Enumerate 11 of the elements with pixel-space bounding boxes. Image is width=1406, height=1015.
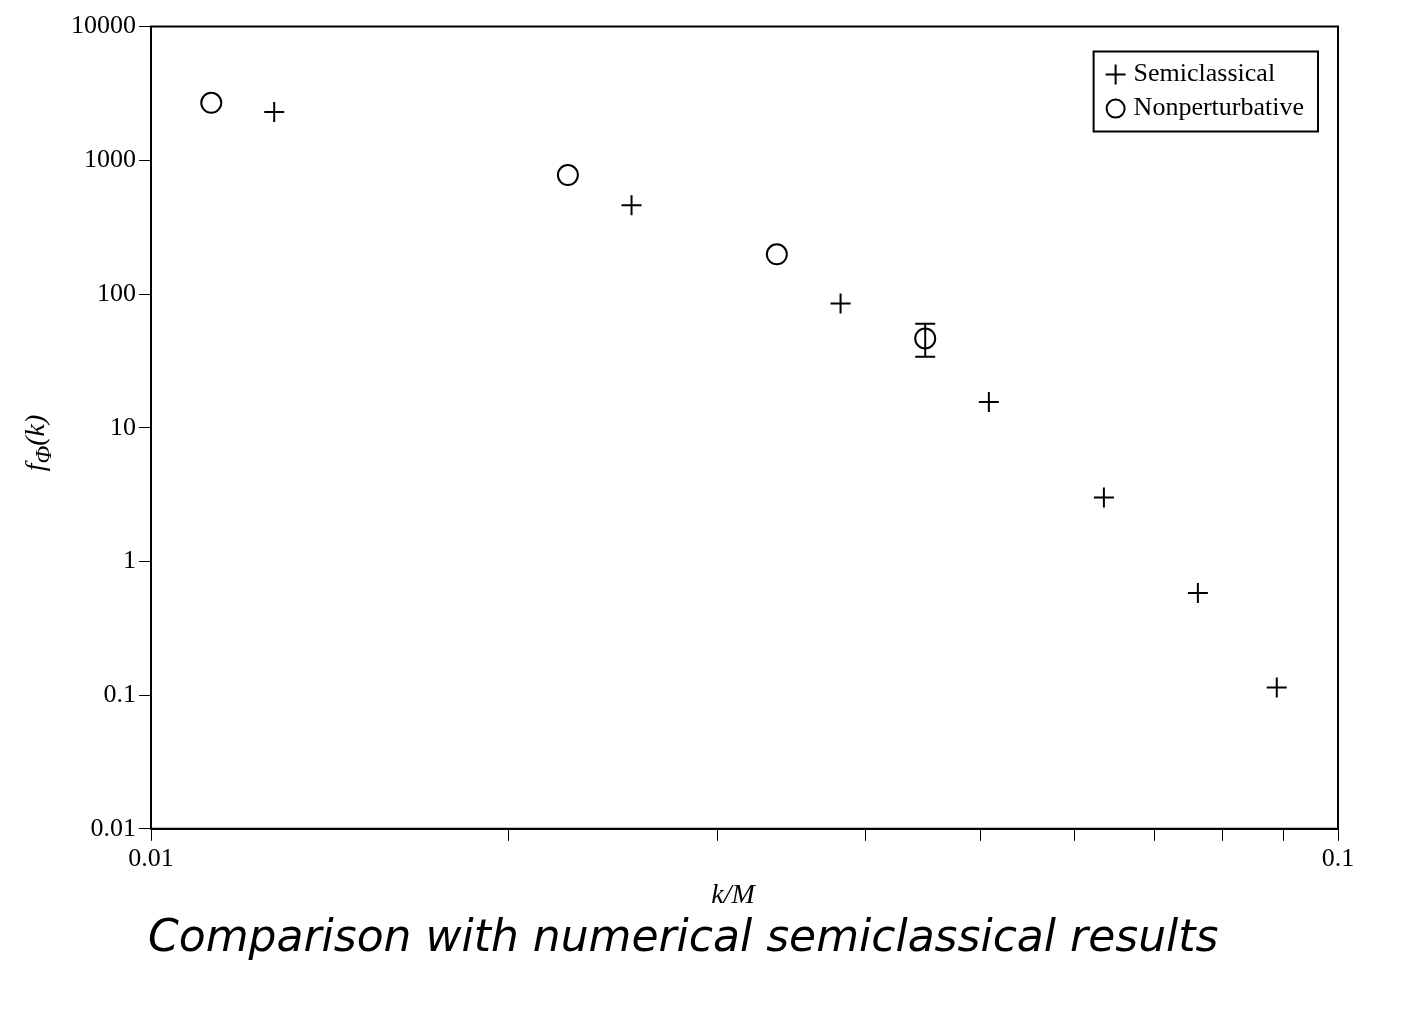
legend-label: Nonperturbative bbox=[1133, 92, 1305, 122]
y-tick-label: 10 bbox=[110, 411, 136, 441]
y-tick-label: 0.01 bbox=[90, 812, 136, 842]
y-tick-label: 10000 bbox=[71, 10, 136, 40]
legend-label: Semiclassical bbox=[1133, 58, 1276, 88]
y-tick-label: 0.1 bbox=[103, 678, 136, 708]
y-tick-label: 1 bbox=[123, 545, 136, 575]
y-tick-label: 100 bbox=[97, 277, 136, 307]
y-tick-label: 1000 bbox=[84, 144, 136, 174]
text: Comparison with numerical semiclassical results bbox=[148, 910, 1220, 961]
x-axis-title: k/M bbox=[710, 878, 757, 910]
